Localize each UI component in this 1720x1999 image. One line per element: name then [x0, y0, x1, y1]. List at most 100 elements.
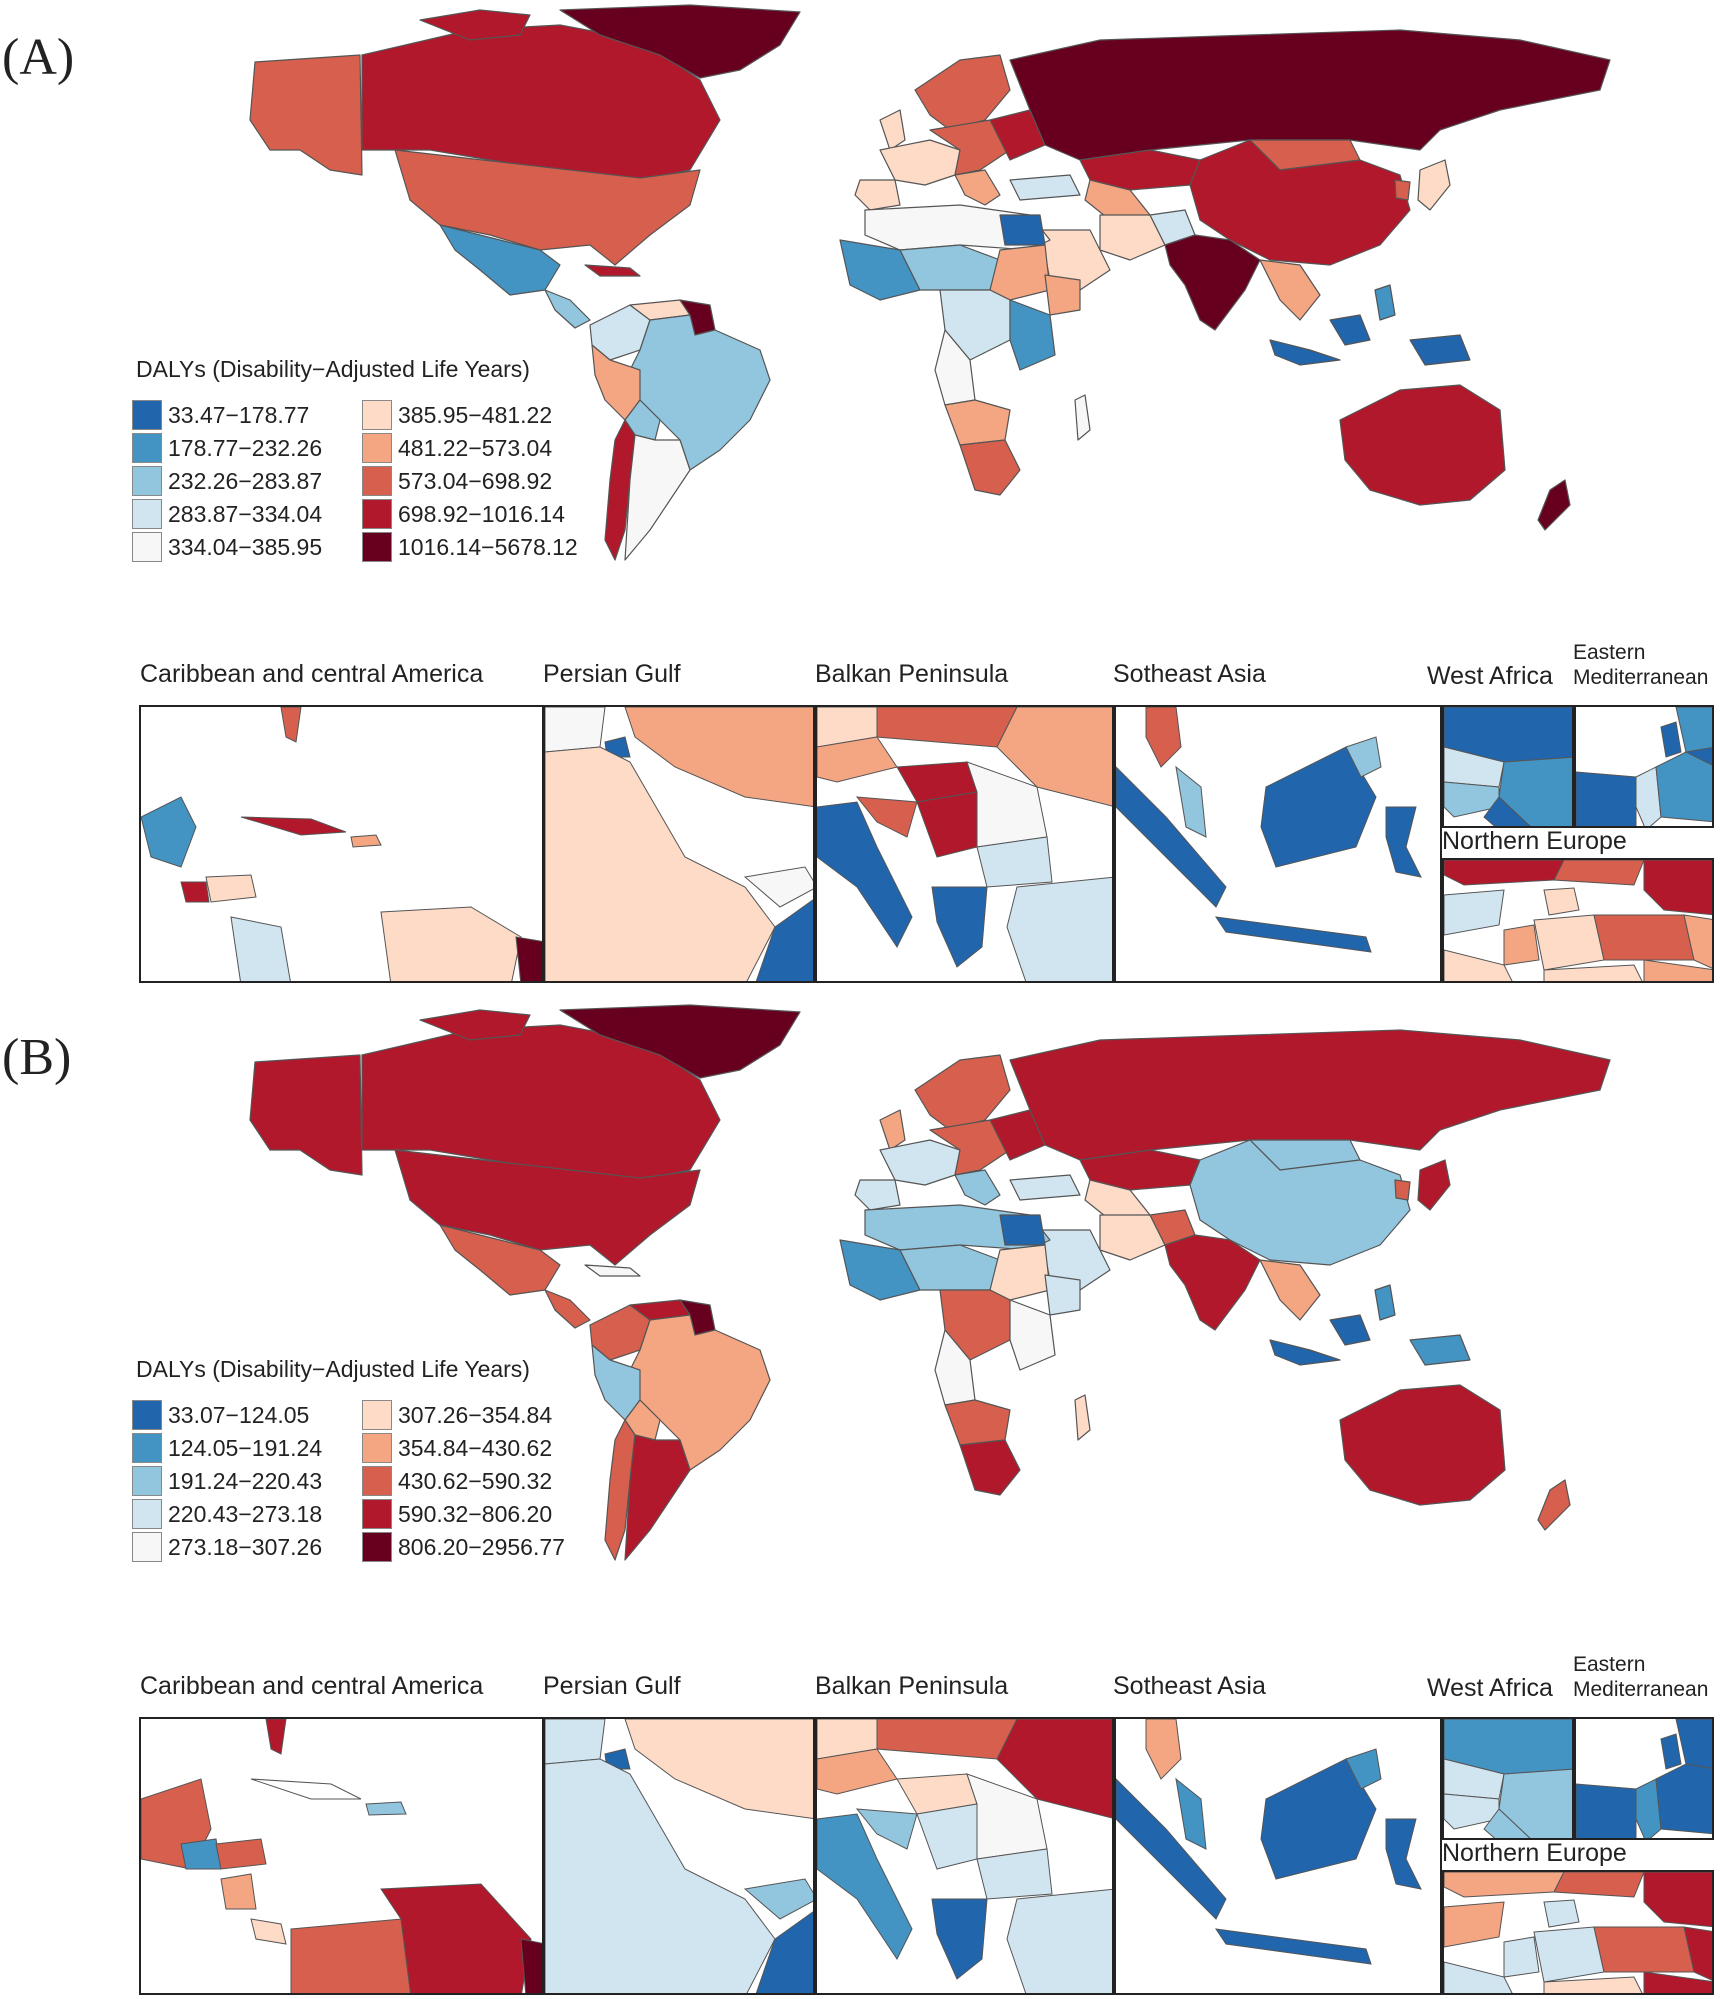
region-greece: [931, 1898, 988, 1980]
region-sulawesi: [1385, 806, 1422, 878]
region-arctic-islands: [419, 9, 531, 41]
legend-title: DALYs (Disability−Adjusted Life Years): [136, 356, 530, 382]
region-mali: [1498, 1768, 1572, 1838]
legend-item: 283.87−334.04: [132, 499, 322, 529]
legend-swatch: [132, 400, 162, 430]
inset-persian-gulf-map: [545, 707, 813, 981]
region-florida: [280, 707, 302, 743]
region-canada: [361, 24, 721, 181]
region-iberia: [854, 179, 901, 211]
region-java: [1214, 1928, 1372, 1965]
region-france: [1444, 1961, 1513, 1993]
legend-swatch: [132, 1532, 162, 1562]
region-egypt: [1576, 771, 1637, 826]
region-russia: [1009, 1029, 1611, 1161]
legend-label: 220.43−273.18: [168, 1500, 323, 1527]
region-sudan: [989, 244, 1051, 301]
region-iran: [624, 1719, 813, 1819]
region-japan: [1417, 159, 1451, 211]
region-usa: [394, 149, 701, 266]
legend-label: 232.26−283.87: [168, 467, 323, 494]
inset-west-africa: [1442, 705, 1574, 828]
region-italy: [817, 801, 913, 948]
inset-northern-europe-map: [1444, 1872, 1712, 1993]
region-new-guinea: [1409, 1334, 1471, 1366]
region-sumatra: [1116, 1778, 1227, 1920]
region-turkey: [1006, 1888, 1112, 1993]
region-iran: [1099, 1214, 1166, 1261]
region-uae: [743, 1878, 813, 1920]
legend-swatch: [362, 433, 392, 463]
region-italy-balkans: [954, 1169, 1001, 1206]
region-turkey: [1009, 174, 1081, 201]
region-poland: [1593, 1926, 1695, 1973]
region-iraq: [545, 1719, 606, 1765]
region-madagascar: [1074, 1394, 1091, 1441]
region-bulgaria: [976, 1848, 1053, 1900]
legend-item: 220.43−273.18: [132, 1499, 322, 1529]
legend: DALYs (Disability−Adjusted Life Years) 3…: [132, 1356, 612, 1576]
region-hispaniola: [350, 834, 382, 848]
inset-title-northern-europe: Northern Europe: [1442, 827, 1627, 855]
legend-swatch: [132, 1499, 162, 1529]
region-italy: [817, 1813, 913, 1960]
region-mali: [1498, 756, 1572, 826]
region-turkey: [1006, 876, 1112, 981]
region-mexico: [141, 796, 197, 868]
region-philippines: [1374, 284, 1396, 321]
region-alaska: [249, 1054, 363, 1176]
region-denmark: [1543, 887, 1580, 916]
region-angola-zambia: [944, 1399, 1011, 1446]
region-greenland: [559, 4, 801, 79]
inset-eastern-med-map: [1576, 1719, 1712, 1838]
legend-swatch: [362, 532, 392, 562]
region-west-africa: [839, 1239, 921, 1301]
legend-swatch: [362, 466, 392, 496]
legend-swatch: [132, 1466, 162, 1496]
region-egypt: [999, 214, 1046, 246]
region-korea: [1394, 179, 1411, 201]
region-oman: [755, 1911, 813, 1993]
region-croatia: [855, 796, 918, 838]
region-austria: [817, 1748, 898, 1795]
legend-swatch: [362, 499, 392, 529]
region-usa: [394, 1149, 701, 1266]
region-new-zealand: [1537, 479, 1571, 531]
region-florida: [265, 1719, 287, 1755]
region-syria: [1675, 1719, 1712, 1769]
region-southeast-asia: [1259, 1259, 1321, 1321]
region-alaska: [249, 54, 363, 176]
inset-northern-europe: [1442, 1870, 1714, 1995]
region-sarawak: [1345, 736, 1382, 778]
legend-label: 573.04−698.92: [398, 467, 553, 494]
inset-title-caribbean: Caribbean and central America: [140, 1672, 484, 1700]
inset-title-west-africa: West Africa: [1427, 1674, 1553, 1702]
region-denmark: [1543, 1899, 1580, 1928]
region-sumatra: [1116, 766, 1227, 908]
world-map: [249, 1004, 1611, 1561]
legend-swatch: [362, 1532, 392, 1562]
inset-title-northern-europe: Northern Europe: [1442, 1839, 1627, 1867]
legend-swatch: [362, 1499, 392, 1529]
region-argentina: [624, 434, 691, 561]
region-baltics: [1643, 1872, 1712, 1928]
region-japan: [1417, 1159, 1451, 1211]
inset-eastern-med-map: [1576, 707, 1712, 826]
legend-label: 273.18−307.26: [168, 1533, 323, 1560]
legend-item: 307.26−354.84: [362, 1400, 552, 1430]
region-venezuela: [380, 906, 522, 981]
region-baltics: [1643, 860, 1712, 916]
region-indonesia: [1269, 1339, 1341, 1366]
inset-southeast-asia-map: [1116, 707, 1422, 953]
region-new-guinea: [1409, 334, 1471, 366]
region-poland: [1593, 914, 1695, 961]
region-ethiopia: [1044, 274, 1081, 316]
inset-title-west-africa: West Africa: [1427, 662, 1553, 690]
region-angola-zambia: [944, 399, 1011, 446]
region-greenland: [559, 1004, 801, 1079]
inset-caribbean-map: [141, 707, 542, 981]
region-belarus: [1683, 1926, 1712, 1981]
region-australia: [1339, 384, 1506, 506]
region-lebanon: [1660, 1733, 1682, 1770]
region-sulawesi: [1385, 1818, 1422, 1890]
